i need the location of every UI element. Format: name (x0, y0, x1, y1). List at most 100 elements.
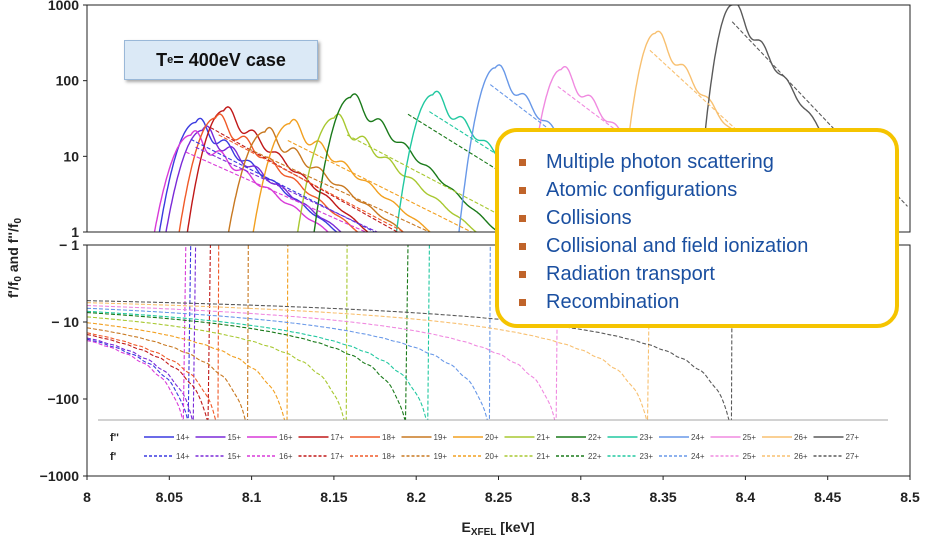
legend-entry-label: 22+ (588, 452, 602, 461)
x-tick-label: 8.35 (649, 489, 676, 505)
legend-entry-label: 18+ (382, 452, 396, 461)
legend-entry-label: 14+ (176, 433, 190, 442)
legend-entry-label: 26+ (794, 452, 808, 461)
legend-entry-label: 25+ (743, 433, 757, 442)
legend-entry-label: 27+ (846, 452, 860, 461)
x-tick-label: 8.3 (571, 489, 591, 505)
case-annotation-main: T (156, 49, 168, 70)
x-tick-label: 8.4 (736, 489, 756, 505)
callout-item-text: Radiation transport (546, 262, 715, 285)
f-prime-line (87, 245, 211, 424)
f-double-prime-line (158, 117, 338, 232)
legend-entry-label: 16+ (279, 433, 293, 442)
legend-box (98, 420, 888, 468)
f-double-prime-line (313, 93, 500, 232)
legend-entry-label: 20+ (485, 452, 499, 461)
callout-item-text: Collisions (546, 206, 632, 229)
f-prime-line (248, 148, 431, 232)
f-prime-line (87, 245, 733, 432)
f-prime-line (87, 245, 187, 423)
callout-item: Collisional and field ionization (519, 232, 895, 260)
x-tick-label: 8.2 (406, 489, 426, 505)
f-prime-line (87, 245, 192, 423)
bullet-icon (519, 214, 526, 222)
callout-item: Multiple photon scattering (519, 148, 895, 176)
legend-entry-label: 21+ (537, 452, 551, 461)
f-prime-line (87, 245, 430, 428)
legend-entry-label: 23+ (640, 433, 654, 442)
f-prime-line (87, 245, 249, 432)
legend-entry-label: 19+ (434, 433, 448, 442)
x-tick-label: 8.05 (156, 489, 183, 505)
legend-entry-label: 17+ (331, 433, 345, 442)
legend-entry-label: 25+ (743, 452, 757, 461)
f-prime-line (87, 245, 491, 431)
callout-item-text: Collisional and field ionization (546, 234, 809, 257)
callout-item-text: Atomic configurations (546, 178, 738, 201)
f-prime-line (87, 245, 651, 424)
legend-entry-label: 16+ (279, 452, 293, 461)
f-prime-line (87, 245, 289, 432)
y-tick-label: 1000 (48, 0, 79, 13)
y-tick-label: − 10 (51, 314, 79, 330)
callout-item: Recombination (519, 288, 895, 316)
x-tick-label: 8.1 (242, 489, 262, 505)
legend-entry-label: 21+ (537, 433, 551, 442)
legend-entry-label: 18+ (382, 433, 396, 442)
legend-entry-label: 24+ (691, 452, 705, 461)
legend-row-label: f'' (110, 432, 119, 444)
f-prime-line (287, 140, 473, 232)
f-prime-line (190, 138, 376, 232)
f-double-prime-line (165, 125, 343, 232)
f-prime-line (87, 245, 559, 427)
f-double-prime-line (186, 106, 370, 232)
f-prime-line (87, 245, 409, 423)
bullet-icon (519, 242, 526, 250)
f-prime-line (210, 127, 399, 232)
legend-entry-label: 26+ (794, 433, 808, 442)
f-prime-line (87, 245, 348, 432)
legend-entry-label: 14+ (176, 452, 190, 461)
x-tick-label: 8 (83, 489, 91, 505)
legend-entry-label: 17+ (331, 452, 345, 461)
legend-row-label: f' (110, 451, 117, 463)
legend-entry-label: 15+ (228, 452, 242, 461)
case-annotation-sub: e (167, 54, 174, 66)
legend-entry-label: 23+ (640, 452, 654, 461)
y-tick-label: −1000 (40, 468, 80, 484)
x-axis-label: EXFEL [keV] (461, 519, 534, 538)
y-tick-label: 100 (56, 73, 80, 89)
y-tick-label: 1 (71, 224, 79, 240)
f-double-prime-line (252, 118, 432, 232)
y-tick-label: − 1 (59, 237, 79, 253)
legend-entry-label: 22+ (588, 433, 602, 442)
callout-item-text: Recombination (546, 290, 680, 313)
bullet-icon (519, 186, 526, 194)
f-prime-line (87, 245, 197, 424)
callout-item: Radiation transport (519, 260, 895, 288)
bullet-icon (519, 298, 526, 306)
legend-entry-label: 15+ (228, 433, 242, 442)
processes-callout: Multiple photon scattering Atomic configu… (495, 128, 899, 328)
x-tick-label: 8.25 (485, 489, 512, 505)
x-tick-label: 8.15 (320, 489, 347, 505)
legend-entry-label: 24+ (691, 433, 705, 442)
bottom-panel (87, 245, 733, 432)
callout-item-text: Multiple photon scattering (546, 150, 774, 173)
y-tick-label: −100 (47, 391, 79, 407)
f-prime-line (218, 134, 406, 232)
legend: f'' 14+ 15+ 16+ 17+ 18+ 19+ 20+ 21+ 22+ 23+ 24+ 25+ 2… (98, 419, 888, 468)
callout-item: Collisions (519, 204, 895, 232)
legend-entry-label: 20+ (485, 433, 499, 442)
y-axis-label: f'/f0 and f''/f0 (5, 217, 24, 298)
bullet-icon (519, 270, 526, 278)
legend-entry-label: 19+ (434, 452, 448, 461)
f-double-prime-line (153, 130, 330, 232)
bullet-icon (519, 158, 526, 166)
callout-item: Atomic configurations (519, 176, 895, 204)
f-prime-line (87, 245, 220, 432)
f-prime-line (346, 134, 534, 232)
x-tick-label: 8.5 (900, 489, 920, 505)
f-double-prime-line (296, 113, 478, 232)
